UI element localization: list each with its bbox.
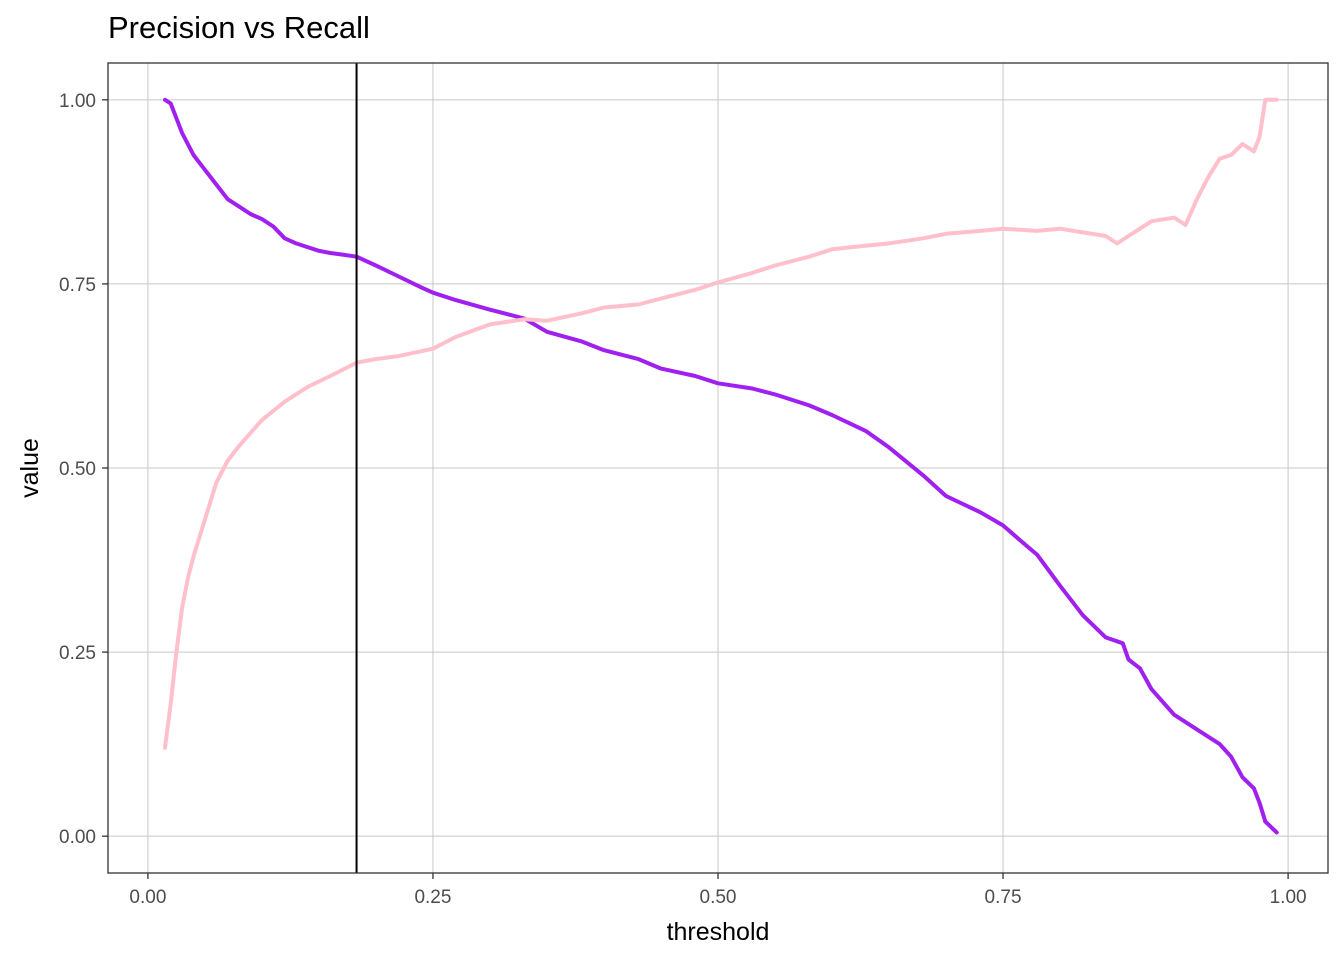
series-lines xyxy=(163,97,1279,835)
grid-lines xyxy=(108,63,1328,873)
x-tick-label-2: 0.50 xyxy=(700,887,737,908)
y-tick-label-3: 0.75 xyxy=(59,275,96,296)
y-tick-label-4: 1.00 xyxy=(59,91,96,112)
x-axis-ticks: 0.00 0.25 0.50 0.75 1.00 xyxy=(129,873,1307,908)
y-tick-label-1: 0.25 xyxy=(59,643,96,664)
x-axis-title: threshold xyxy=(667,918,770,946)
x-tick-label-1: 0.25 xyxy=(414,887,451,908)
chart-title: Precision vs Recall xyxy=(108,10,370,45)
y-tick-label-0: 0.00 xyxy=(59,827,96,848)
y-tick-label-2: 0.50 xyxy=(59,459,96,480)
series-line-1 xyxy=(163,97,1279,750)
x-tick-label-3: 0.75 xyxy=(985,887,1022,908)
y-axis-title: value xyxy=(16,438,44,498)
x-tick-label-0: 0.00 xyxy=(129,887,166,908)
x-tick-label-4: 1.00 xyxy=(1270,887,1307,908)
y-axis-ticks: 0.00 0.25 0.50 0.75 1.00 xyxy=(59,91,108,848)
series-line-0 xyxy=(163,97,1279,835)
